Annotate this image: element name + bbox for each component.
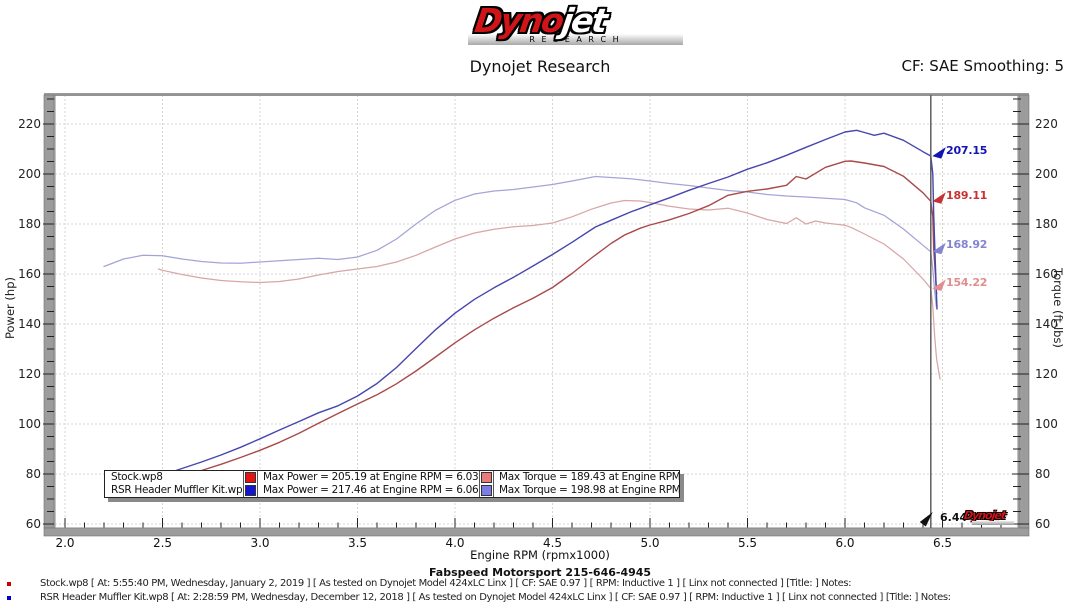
run-bullet-stock <box>7 582 11 586</box>
cursor-arrow <box>932 147 946 159</box>
cursor-arrow <box>932 242 946 255</box>
y-tick-label-left: 120 <box>18 367 41 381</box>
legend-run-name: Stock.wp8 <box>111 471 163 483</box>
y-tick-label-right: 200 <box>1035 167 1058 181</box>
legend-max-power: Max Power = 205.19 at Engine RPM = 6.03 <box>263 471 479 483</box>
y-tick-label-right: 140 <box>1035 317 1058 331</box>
legend-power-swatch-cell <box>243 471 258 484</box>
x-tick-label: 2.0 <box>55 536 74 550</box>
x-axis-label: Engine RPM (rpmx1000) <box>470 548 610 562</box>
curve-rsr-torque <box>103 175 937 308</box>
x-tick-label: 4.0 <box>445 536 464 550</box>
torque-axis-label: Torque (ft-lbs) <box>1051 268 1065 348</box>
curve-rsr-power <box>122 129 938 493</box>
x-tick-label: 5.5 <box>738 536 757 550</box>
y-tick-label-left: 220 <box>18 117 41 131</box>
y-tick-label-right: 80 <box>1035 467 1050 481</box>
y-tick-label-right: 220 <box>1035 117 1058 131</box>
power-color-swatch <box>245 472 256 483</box>
y-tick-label-right: 180 <box>1035 217 1058 231</box>
legend-torque-swatch-cell <box>479 471 494 484</box>
logo-text-dyno: Dyno <box>472 1 565 40</box>
dynojet-logo: Dynojet R E S E A R C H <box>0 1 1080 45</box>
y-tick-label-right: 160 <box>1035 267 1058 281</box>
legend-run-name: RSR Header Muffler Kit.wp8 <box>111 484 243 496</box>
cursor-value-rsr-torque: 168.92 <box>946 238 988 251</box>
legend-box: Stock.wp8 Max Power = 205.19 at Engine R… <box>104 470 680 498</box>
shop-info: Fabspeed Motorsport 215-646-4945 <box>428 566 652 579</box>
cursor-arrow <box>932 279 946 291</box>
y-tick-label-right: 120 <box>1035 367 1058 381</box>
x-tick-label: 2.5 <box>153 536 172 550</box>
cursor-rpm-arrow <box>919 512 933 527</box>
x-tick-label: 6.5 <box>933 536 952 550</box>
curve-stock-torque <box>157 199 941 380</box>
run-info-stock: Stock.wp8 [ At: 5:55:40 PM, Wednesday, J… <box>40 578 852 589</box>
y-tick-label-left: 160 <box>18 267 41 281</box>
dynojet-watermark-bar <box>972 521 1014 525</box>
power-axis-label: Power (hp) <box>3 277 17 339</box>
page-title: Dynojet Research <box>469 57 611 76</box>
power-color-swatch <box>245 485 256 496</box>
y-tick-label-left: 60 <box>26 517 41 531</box>
logo-text-jet: jet <box>559 1 609 40</box>
cursor-arrow <box>932 192 946 204</box>
logo-research-banner: R E S E A R C H <box>467 34 683 45</box>
x-tick-label: 6.0 <box>835 536 854 550</box>
y-tick-label-left: 180 <box>18 217 41 231</box>
legend-power-swatch-cell <box>243 484 258 497</box>
legend-max-torque: Max Torque = 189.43 at Engine RPM = 4.87 <box>499 471 679 483</box>
axis-bar-bottom <box>43 527 1030 537</box>
y-tick-label-right: 100 <box>1035 417 1058 431</box>
curve-stock-power <box>171 160 938 480</box>
x-tick-label: 3.5 <box>348 536 367 550</box>
dyno-chart: 60 60 80 80 100 100 120 120 140 140 160 160 180 180 20… <box>18 93 1058 550</box>
cf-smoothing-note: CF: SAE Smoothing: 5 <box>901 57 1064 75</box>
torque-color-swatch <box>481 485 492 496</box>
x-tick-label: 3.0 <box>250 536 269 550</box>
y-tick-label-left: 100 <box>18 417 41 431</box>
cursor-rpm-label: 6.44 <box>940 511 968 524</box>
run-bullet-rsr <box>7 595 11 600</box>
torque-color-swatch <box>481 472 492 483</box>
y-tick-label-right: 60 <box>1035 517 1050 531</box>
cursor-value-rsr-power: 207.15 <box>946 144 988 157</box>
cursor-value-stock-torque: 154.22 <box>946 276 988 289</box>
dynojet-wordmark: Dynojet <box>472 1 609 40</box>
y-tick-label-left: 80 <box>26 467 41 481</box>
y-tick-label-left: 200 <box>18 167 41 181</box>
x-tick-label: 4.5 <box>543 536 562 550</box>
plot-background <box>55 95 1018 528</box>
legend-torque-swatch-cell <box>479 484 494 497</box>
run-info-rsr: RSR Header Muffler Kit.wp8 [ At: 2:28:59… <box>40 591 951 603</box>
legend-max-torque: Max Torque = 198.98 at Engine RPM = 4.72 <box>499 484 679 496</box>
legend-max-power: Max Power = 217.46 at Engine RPM = 6.06 <box>263 484 479 496</box>
y-tick-label-left: 140 <box>18 317 41 331</box>
x-tick-label: 5.0 <box>640 536 659 550</box>
cursor-value-stock-power: 189.11 <box>946 189 988 202</box>
